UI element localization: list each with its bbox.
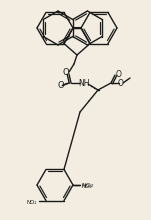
Text: NO₂: NO₂ (82, 183, 94, 187)
Text: NO₂: NO₂ (27, 200, 37, 205)
Text: O: O (58, 81, 64, 90)
Text: NH: NH (78, 79, 90, 88)
Text: O: O (118, 79, 124, 88)
Text: O: O (63, 68, 69, 77)
Text: NO₂: NO₂ (82, 183, 92, 189)
Text: O: O (116, 70, 122, 79)
